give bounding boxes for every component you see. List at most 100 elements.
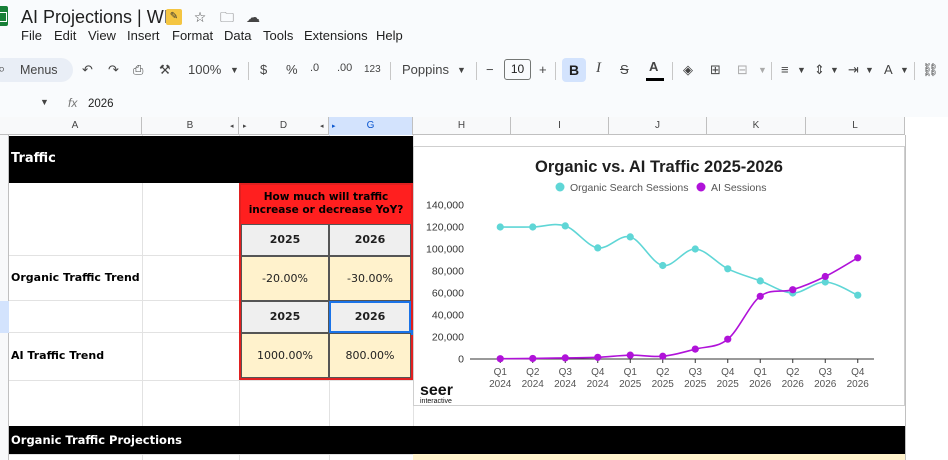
text-rotation-icon[interactable]: A (884, 62, 893, 77)
hidden-columns-right-arrow-icon[interactable]: ▸ (243, 123, 247, 130)
cloud-status-icon[interactable]: ☁ (246, 9, 260, 25)
valign-chevron-down-icon[interactable]: ▼ (830, 65, 839, 75)
organic-2025-value-cell[interactable]: -20.00% (241, 256, 329, 301)
bold-button[interactable]: B (562, 58, 586, 82)
organic-year-2025-cell[interactable]: 2025 (241, 224, 329, 256)
column-header-d[interactable]: D (239, 117, 329, 135)
font-size-input[interactable]: 10 (504, 59, 531, 80)
gridline (142, 135, 143, 460)
legend-organic-marker (555, 182, 565, 192)
redo-icon[interactable]: ↷ (108, 62, 119, 77)
ai-series-line (500, 257, 859, 360)
zoom-select[interactable]: 100% (188, 62, 222, 77)
x-tick-label-year: 2024 (489, 379, 512, 390)
menu-format[interactable]: Format (172, 28, 214, 43)
paint-format-icon[interactable]: ⚒ (159, 62, 171, 77)
insert-link-icon[interactable]: ⛓ (922, 62, 939, 77)
y-tick-label: 140,000 (426, 200, 464, 212)
x-tick-label-year: 2025 (717, 379, 740, 390)
column-header-j[interactable]: J (609, 117, 707, 135)
traffic-question-cell[interactable]: How much will traffic increase or decrea… (241, 185, 411, 224)
x-tick-label-quarter: Q2 (786, 367, 800, 378)
column-header-h[interactable]: H (413, 117, 511, 135)
column-header-g[interactable]: G (329, 117, 413, 135)
hidden-columns-left-arrow-icon[interactable]: ◂ (230, 123, 234, 130)
undo-icon[interactable]: ↶ (82, 62, 93, 77)
italic-button[interactable]: I (596, 60, 601, 76)
decrease-font-size-button[interactable]: − (486, 62, 494, 77)
text-wrapping-icon[interactable]: ⇥ (848, 62, 859, 77)
toolbar: ⌕ Menus ↶ ↷ ⎙ ⚒ 100% ▼ $ % .0 .00 123 Po… (0, 56, 948, 86)
menu-insert[interactable]: Insert (127, 28, 160, 43)
hidden-columns-left-arrow-icon[interactable]: ◂ (320, 123, 324, 130)
vertical-align-icon[interactable]: ⇕ (814, 62, 825, 77)
ai-data-point (756, 292, 764, 300)
x-tick-label-year: 2024 (554, 379, 577, 390)
organic-data-point (691, 245, 699, 253)
menu-extensions[interactable]: Extensions (304, 28, 368, 43)
hidden-columns-right-arrow-icon[interactable]: ▸ (332, 123, 336, 130)
column-header-b[interactable]: B (142, 117, 239, 135)
font-chevron-down-icon[interactable]: ▼ (457, 65, 466, 75)
column-header-i[interactable]: I (511, 117, 609, 135)
merge-cells-icon[interactable]: ⊟ (737, 62, 748, 77)
percent-format-button[interactable]: % (286, 62, 298, 77)
organic-data-point (756, 277, 764, 285)
name-box-chevron-down-icon[interactable]: ▼ (40, 97, 49, 107)
organic-data-point (594, 244, 602, 252)
traffic-section-title: Traffic (11, 151, 56, 166)
fill-color-icon[interactable]: ◈ (683, 62, 693, 77)
ai-2025-value-cell[interactable]: 1000.00% (241, 333, 329, 378)
fill-handle[interactable] (410, 330, 415, 335)
menu-view[interactable]: View (88, 28, 116, 43)
menu-file[interactable]: File (21, 28, 42, 43)
column-header-l[interactable]: L (806, 117, 905, 135)
menu-data[interactable]: Data (224, 28, 252, 43)
search-icon: ⌕ (0, 61, 6, 76)
borders-icon[interactable]: ⊞ (710, 62, 721, 77)
menu-edit[interactable]: Edit (54, 28, 77, 43)
traffic-header-band (9, 136, 413, 183)
formula-input[interactable]: 2026 (88, 98, 114, 110)
organic-year-2026-cell[interactable]: 2026 (329, 224, 411, 256)
star-icon[interactable]: ☆ (193, 9, 207, 25)
menu-tools[interactable]: Tools (263, 28, 294, 43)
formula-bar: ▼ fx 2026 (0, 95, 948, 115)
strikethrough-button[interactable]: S (620, 62, 629, 77)
x-axis: Q12024Q22024Q32024Q42024Q12025Q22025Q320… (470, 358, 874, 390)
increase-decimal-button[interactable]: .00 (337, 62, 353, 74)
sheets-logo-icon[interactable] (0, 6, 8, 26)
currency-format-button[interactable]: $ (260, 62, 268, 77)
x-tick-label-quarter: Q3 (559, 367, 573, 378)
move-to-folder-icon[interactable]: 🗀 (220, 9, 234, 25)
chart-title: Organic vs. AI Traffic 2025-2026 (535, 158, 783, 176)
ai-data-point (854, 254, 862, 262)
column-headers: A B ◂ ▸ D ◂ G ▸ H I J K L (0, 117, 905, 135)
more-formats-button[interactable]: 123 (364, 64, 381, 75)
ai-year-2026-cell-selected[interactable]: 2026 (329, 301, 411, 333)
search-menus-button[interactable]: ⌕ Menus (0, 58, 73, 82)
x-tick-label-quarter: Q4 (851, 367, 865, 378)
document-title[interactable]: AI Projections | WIP (21, 7, 181, 27)
text-color-button[interactable]: A (649, 59, 659, 74)
zoom-chevron-down-icon[interactable]: ▼ (230, 65, 239, 75)
organic-data-point (626, 233, 634, 241)
menu-help[interactable]: Help (376, 28, 403, 43)
column-header-k[interactable]: K (707, 117, 806, 135)
ai-2026-value-cell[interactable]: 800.00% (329, 333, 411, 378)
tag-icon[interactable]: ✎ (166, 9, 182, 25)
traffic-line-chart[interactable]: Organic vs. AI Traffic 2025-2026 Organic… (413, 146, 905, 406)
column-header-a[interactable]: A (9, 117, 142, 135)
y-axis: 0 20,000 40,000 60,000 80,000 100,000 120,000 1… (426, 200, 464, 366)
rotation-chevron-down-icon[interactable]: ▼ (900, 65, 909, 75)
decrease-decimal-button[interactable]: .0 (310, 62, 320, 74)
increase-font-size-button[interactable]: + (539, 62, 547, 77)
horizontal-align-icon[interactable]: ≡ (781, 62, 789, 77)
wrap-chevron-down-icon[interactable]: ▼ (865, 65, 874, 75)
print-icon[interactable]: ⎙ (133, 62, 144, 77)
merge-chevron-down-icon[interactable]: ▼ (758, 65, 767, 75)
organic-2026-value-cell[interactable]: -30.00% (329, 256, 411, 301)
font-family-select[interactable]: Poppins (402, 62, 449, 77)
halign-chevron-down-icon[interactable]: ▼ (797, 65, 806, 75)
ai-year-2025-cell[interactable]: 2025 (241, 301, 329, 333)
